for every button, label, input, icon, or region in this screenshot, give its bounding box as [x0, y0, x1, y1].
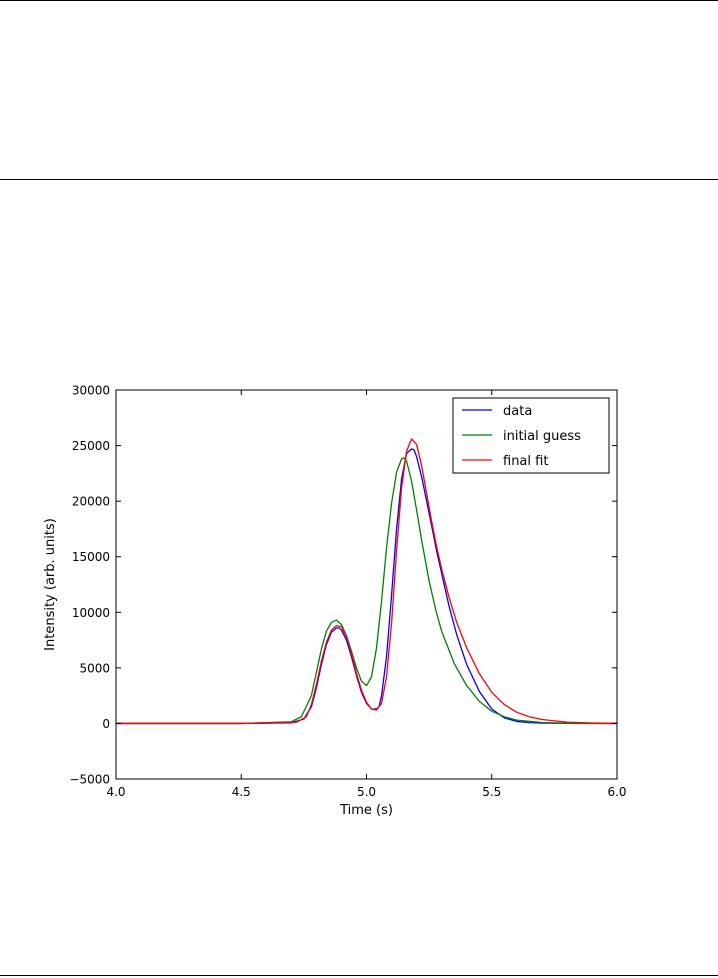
y-tick-label: 10000: [72, 606, 110, 620]
x-tick-label: 6.0: [607, 785, 626, 799]
series-line-final-fit: [116, 438, 617, 725]
legend: data initial guess final fit: [452, 397, 610, 474]
y-tick-label: 0: [102, 717, 110, 731]
y-tick-label: 15000: [72, 550, 110, 564]
series-line-data: [116, 448, 617, 725]
ticks-layer: 4.0 4.5 5.0 5.5 6.0 −5000 0 5000 10000 15000 20000…: [69, 384, 626, 800]
footer-rule: [0, 975, 718, 976]
header-rule: [0, 179, 718, 180]
y-tick-label: 30000: [72, 384, 110, 398]
series-line-initial-guess: [116, 457, 617, 725]
x-tick-label: 5.0: [357, 785, 376, 799]
x-tick-label: 5.5: [482, 785, 501, 799]
series-layer: [116, 438, 617, 725]
legend-label: initial guess: [503, 429, 581, 444]
legend-label: final fit: [503, 454, 548, 469]
x-tick-label: 4.0: [106, 785, 125, 799]
y-tick-label: 5000: [79, 661, 110, 675]
y-axis-label: Intensity (arb. units): [43, 518, 58, 651]
y-tick-label: −5000: [69, 773, 110, 787]
y-tick-label: 20000: [72, 495, 110, 509]
y-tick-label: 25000: [72, 439, 110, 453]
x-tick-label: 4.5: [232, 785, 251, 799]
x-axis-label: Time (s): [339, 803, 393, 818]
top-rule: [0, 0, 718, 1]
legend-label: data: [503, 404, 532, 419]
